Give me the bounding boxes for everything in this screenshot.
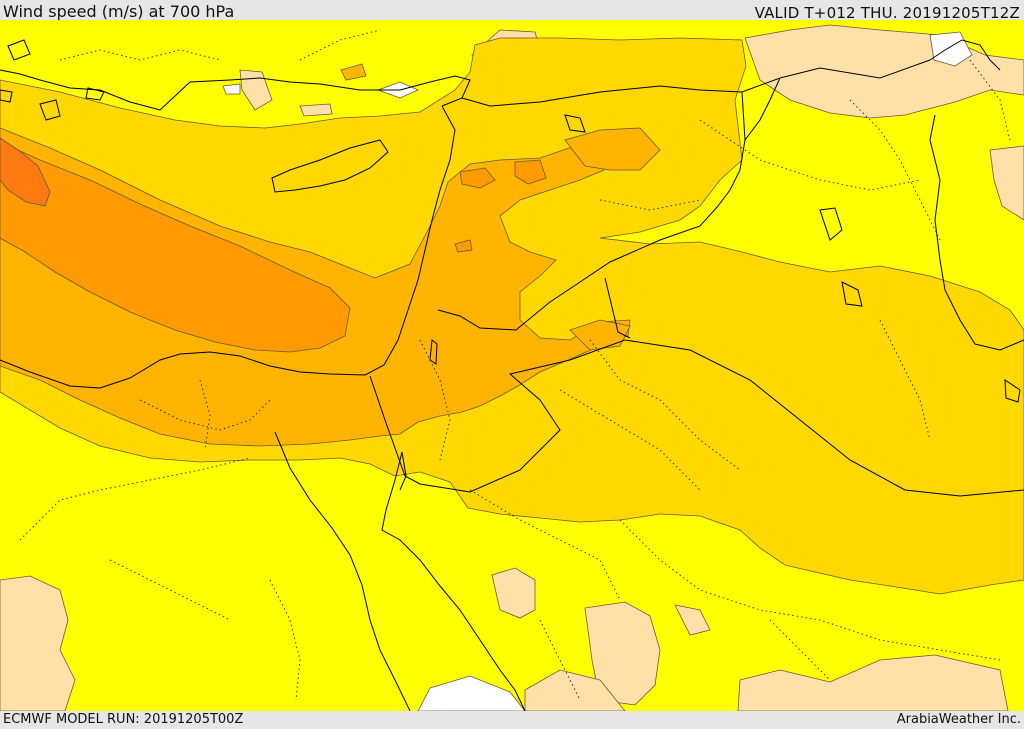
borders	[369, 59, 1024, 497]
calm-patch-sw	[0, 575, 76, 711]
calm-patch-small-1	[299, 103, 333, 117]
calm-patch-iran	[989, 145, 1024, 221]
wind-map[interactable]	[0, 20, 1024, 711]
coastlines	[0, 39, 1021, 711]
field-strong-patches	[454, 159, 547, 253]
fresh-patch-small	[340, 63, 367, 81]
calm-patch-saudi-2	[491, 567, 536, 619]
calm-patch-small-2	[674, 604, 711, 636]
calm-patch-south	[524, 669, 626, 711]
calm-patch-turkey-2	[239, 69, 273, 111]
nodata-west	[222, 83, 241, 95]
footer-bar	[0, 711, 1024, 729]
wind-map-svg	[0, 20, 1024, 711]
admin-regions	[19, 29, 1011, 701]
fresh-patch-syria	[564, 127, 661, 171]
map-title: Wind speed (m/s) at 700 hPa	[3, 2, 235, 21]
field-very-strong	[0, 137, 51, 207]
valid-time: VALID T+012 THU. 20191205T12Z	[754, 4, 1020, 22]
model-run-label: ECMWF MODEL RUN: 20191205T00Z	[3, 712, 244, 727]
credit-label: ArabiaWeather Inc.	[896, 712, 1021, 727]
calm-patch-saudi-1	[584, 601, 661, 706]
calm-patch-se	[737, 654, 1009, 711]
field-strong	[0, 141, 351, 353]
nodata-bottom	[417, 675, 526, 711]
header-bar	[0, 0, 1024, 20]
